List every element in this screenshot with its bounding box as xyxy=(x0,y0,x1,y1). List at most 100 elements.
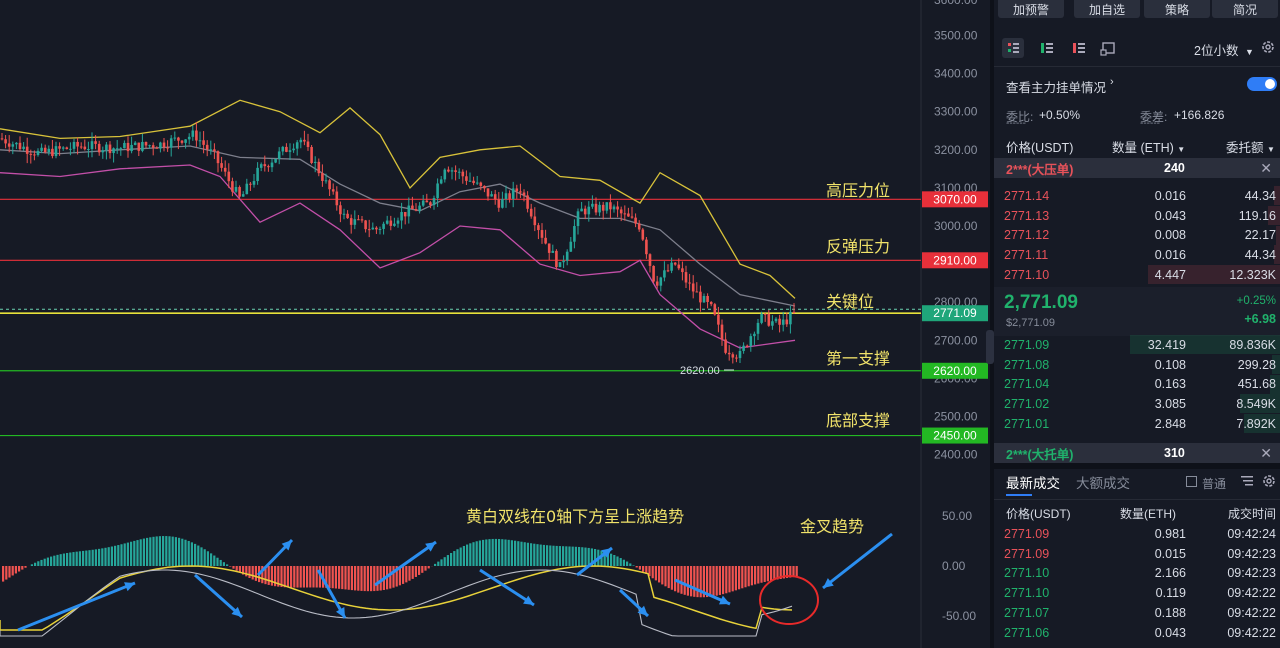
candle-body xyxy=(4,139,7,144)
macd-histogram-bar xyxy=(11,566,14,576)
candle-body xyxy=(447,169,450,172)
view-bids-icon[interactable] xyxy=(1036,38,1058,58)
view-both-icon[interactable] xyxy=(1002,38,1024,58)
trades-col-time: 成交时间 xyxy=(1228,507,1277,521)
filter-icon[interactable] xyxy=(1240,474,1254,491)
macd-histogram-bar xyxy=(674,566,677,592)
macd-histogram-bar xyxy=(309,566,312,588)
ask-row[interactable]: 2771.14 0.016 44.34 xyxy=(994,186,1280,206)
trade-row[interactable]: 2771.07 0.188 09:42:22 xyxy=(994,603,1280,623)
close-icon[interactable]: ✕ xyxy=(1260,159,1272,176)
overview-button[interactable]: 简况 xyxy=(1212,0,1278,18)
bollinger-lower-line xyxy=(0,164,796,349)
ask-row[interactable]: 2771.11 0.016 44.34 xyxy=(994,245,1280,265)
splitter-handle[interactable] xyxy=(986,330,994,364)
ask-total: 44.34 xyxy=(1244,188,1276,203)
ask-row[interactable]: 2771.12 0.008 22.17 xyxy=(994,225,1280,245)
trade-row[interactable]: 2771.06 0.043 09:42:22 xyxy=(994,623,1280,643)
last-price-block: 2,771.09 $2,771.09 +0.25% +6.98 xyxy=(994,287,1280,336)
candle-body xyxy=(119,148,123,150)
candle-body xyxy=(18,142,22,150)
ask-row[interactable]: 2771.10 4.447 12.323K xyxy=(994,265,1280,285)
diff-value: +166.826 xyxy=(1174,108,1225,122)
add-alert-button[interactable]: 加预警 xyxy=(998,0,1064,18)
macd-histogram-bar xyxy=(184,539,187,566)
strategy-button[interactable]: 策略 xyxy=(1144,0,1210,18)
candle-body xyxy=(76,141,79,147)
macd-histogram-bar xyxy=(664,566,667,587)
ask-row[interactable]: 2771.13 0.043 119.16 xyxy=(994,206,1280,226)
macd-histogram-bar xyxy=(594,549,597,566)
macd-histogram-bar xyxy=(91,549,94,566)
big-ask-banner[interactable]: 2***(大压单) 240 ✕ xyxy=(994,158,1280,178)
candle-body xyxy=(511,188,515,199)
bid-row[interactable]: 2771.02 3.085 8.549K xyxy=(994,394,1280,414)
candle-body xyxy=(213,149,216,152)
macd-histogram-bar xyxy=(690,566,693,597)
macd-histogram-bar xyxy=(56,554,59,566)
bid-row[interactable]: 2771.04 0.163 451.68 xyxy=(994,374,1280,394)
candle-body xyxy=(29,153,33,155)
macd-histogram-bar xyxy=(219,559,222,566)
candle-body xyxy=(79,146,83,148)
bid-row[interactable]: 2771.09 32.419 89.836K xyxy=(994,335,1280,355)
price-tag xyxy=(922,427,988,444)
view-asks-icon[interactable] xyxy=(1068,38,1090,58)
macd-histogram-bar xyxy=(510,540,513,566)
macd-tick-label: 50.00 xyxy=(942,509,972,523)
candle-body xyxy=(558,262,562,268)
macd-histogram-bar xyxy=(200,547,203,566)
candle-body xyxy=(569,241,573,252)
macd-histogram-bar xyxy=(520,541,523,566)
col-header-total[interactable]: 委托额 ▼ xyxy=(1226,137,1275,156)
active-tab-underline xyxy=(1006,494,1032,496)
col-header-qty[interactable]: 数量 (ETH) ▼ xyxy=(1112,137,1185,156)
trade-row[interactable]: 2771.10 0.119 09:42:22 xyxy=(994,583,1280,603)
close-icon[interactable]: ✕ xyxy=(1260,444,1272,461)
candle-body xyxy=(670,262,673,271)
candle-body xyxy=(684,272,688,283)
add-watchlist-button[interactable]: 加自选 xyxy=(1074,0,1140,18)
macd-annotation: 黄白双线在0轴下方呈上涨趋势 xyxy=(466,507,685,526)
candle-body xyxy=(205,144,209,150)
tab-large-trades[interactable]: 大额成交 xyxy=(1076,476,1130,491)
view-trades-icon[interactable] xyxy=(1098,38,1120,58)
pane-splitter[interactable] xyxy=(990,0,994,648)
macd-histogram-bar xyxy=(478,540,481,566)
tab-latest-trades[interactable]: 最新成交 xyxy=(1006,476,1060,491)
candle-body xyxy=(461,171,465,177)
big-bid-banner[interactable]: 2***(大托单) 310 ✕ xyxy=(994,443,1280,463)
candle-body xyxy=(40,147,43,151)
bid-row[interactable]: 2771.01 2.848 7.892K xyxy=(994,414,1280,434)
trade-row[interactable]: 2771.10 2.166 09:42:23 xyxy=(994,564,1280,584)
bid-row[interactable]: 2771.08 0.108 299.28 xyxy=(994,355,1280,375)
precision-select[interactable]: 2位小数 ▼ xyxy=(1194,40,1254,59)
settings-gear-icon[interactable] xyxy=(1260,39,1276,58)
macd-histogram-bar xyxy=(651,566,654,579)
settings-gear-icon[interactable] xyxy=(1261,473,1277,492)
candle-body xyxy=(159,142,162,149)
macd-histogram-bar xyxy=(424,566,427,571)
ask-price: 2771.10 xyxy=(1004,267,1050,282)
macd-histogram-bar xyxy=(40,559,43,566)
price-chart[interactable]: 3600.003500.003400.003300.003200.003100.… xyxy=(0,0,990,648)
candle-body xyxy=(619,209,623,214)
chart-pane[interactable]: 3600.00 3500.00 3400.00 3300.00 3200.00 3100.… xyxy=(0,0,990,648)
macd-histogram-bar xyxy=(398,566,401,586)
trade-row[interactable]: 2771.09 0.015 09:42:23 xyxy=(994,544,1280,564)
normal-checkbox[interactable] xyxy=(1186,476,1197,487)
macd-histogram-bar xyxy=(536,544,539,566)
bid-price: 2771.04 xyxy=(1004,377,1050,392)
candle-body xyxy=(393,223,396,226)
macd-histogram-bar xyxy=(59,554,62,566)
macd-histogram-bar xyxy=(123,543,126,566)
macd-histogram-bar xyxy=(507,539,510,566)
macd-histogram-bar xyxy=(261,566,264,584)
macd-histogram-bar xyxy=(523,542,526,566)
macd-histogram-bar xyxy=(437,561,440,566)
main-orders-toggle[interactable] xyxy=(1247,77,1277,91)
trade-row[interactable]: 2771.09 0.981 09:42:24 xyxy=(994,524,1280,544)
candle-body xyxy=(115,148,119,150)
candle-body xyxy=(515,188,519,192)
macd-histogram-bar xyxy=(66,552,69,566)
